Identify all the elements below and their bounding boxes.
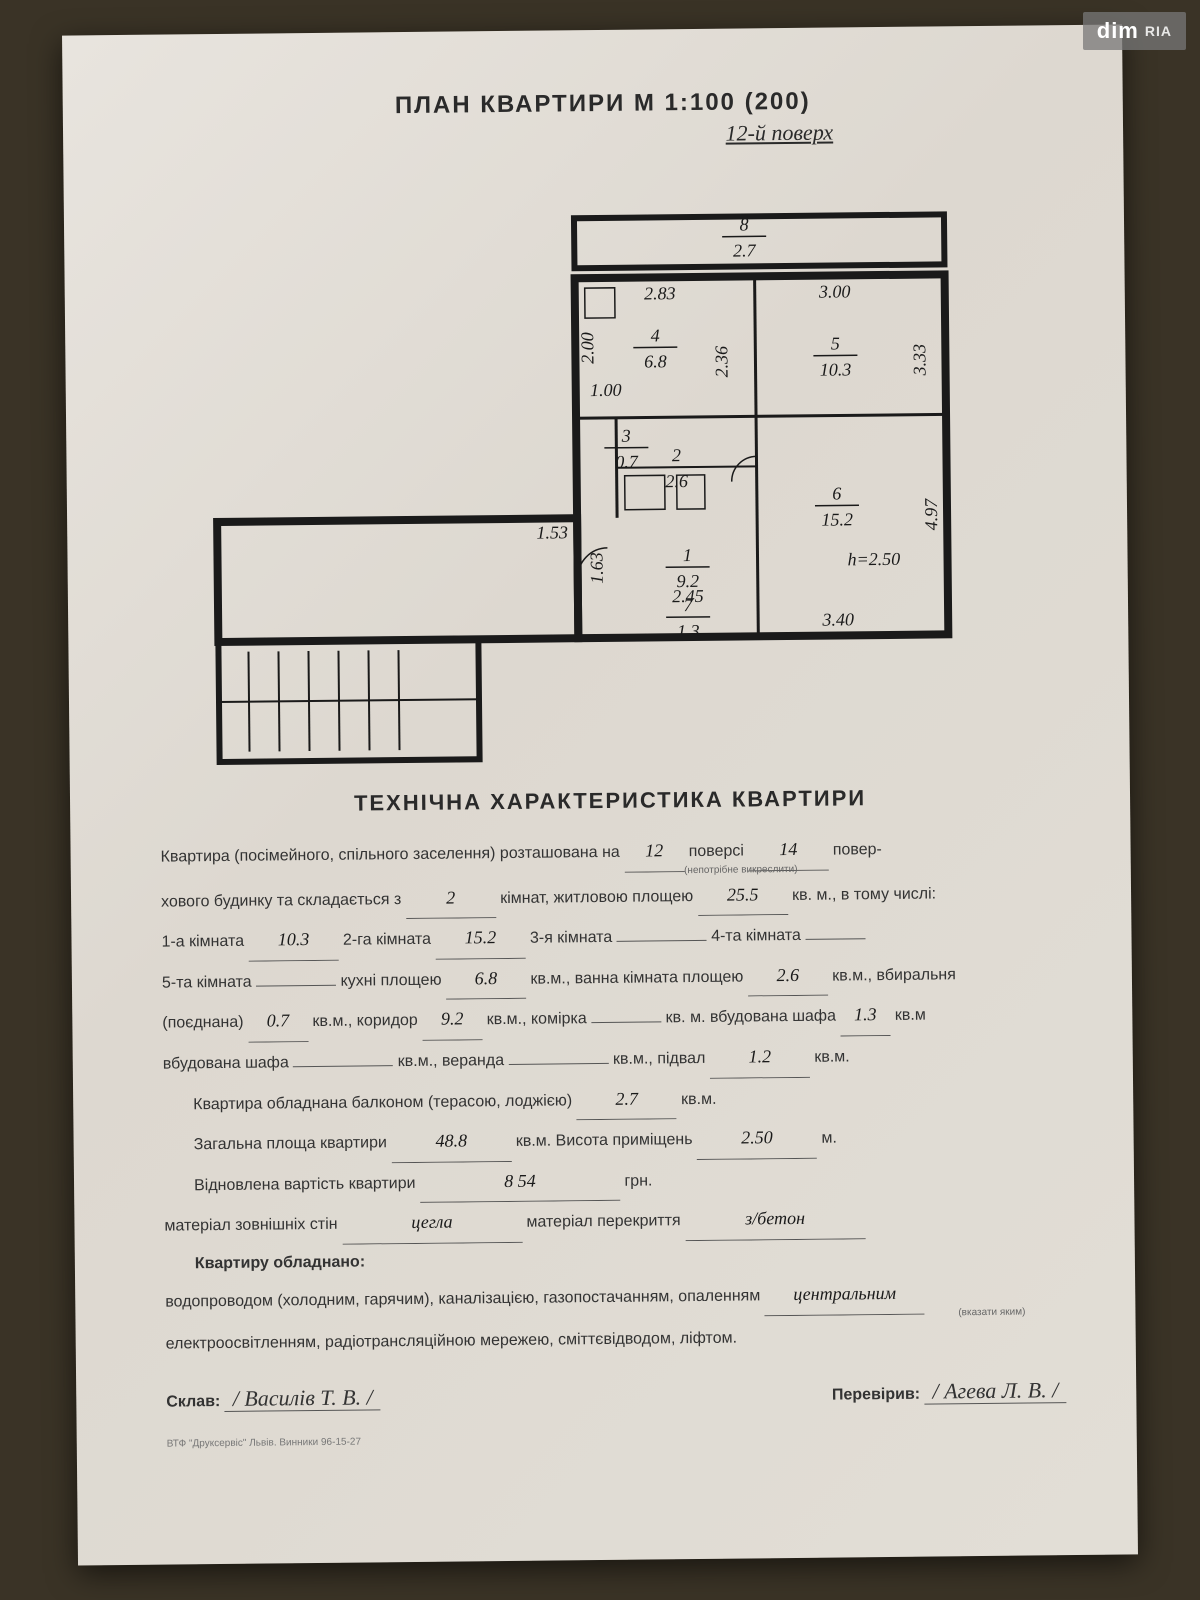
t: кв. м., в тому числі: [792,885,936,904]
fill-veranda [509,1063,609,1065]
section-title: ТЕХНІЧНА ХАРАКТЕРИСТИКА КВАРТИРИ [160,783,1060,818]
fill-bath: 2.6 [748,955,828,996]
t: кімнат, житловою площею [500,888,693,907]
svg-text:1.53: 1.53 [536,522,568,542]
fill-wc: 0.7 [248,1001,308,1042]
svg-text:5: 5 [831,333,840,353]
t: кв. м. вбудована шафа [666,1008,836,1027]
svg-text:3.00: 3.00 [818,281,851,301]
t: електроосвітленням, радіотрансляційною м… [166,1329,737,1352]
svg-text:2.7: 2.7 [733,240,757,260]
t: матеріал перекриття [526,1213,680,1232]
equip-title: Квартиру обладнано: [195,1253,365,1272]
t: 2-га кімната [343,931,431,949]
svg-text:1: 1 [683,545,692,565]
t: кв.м. [814,1048,850,1065]
document-paper: ПЛАН КВАРТИРИ М 1:100 (200) 12-й поверх [62,24,1138,1565]
fill-height: 2.50 [697,1118,817,1160]
checked-by: / Агева Л. В. / [924,1377,1066,1404]
checked-label: Перевірив: [832,1386,920,1404]
t: Квартира обладнана балконом (терасою, ло… [193,1092,572,1113]
fill-r3 [617,940,707,942]
signatures-row: Склав: / Василів Т. В. / Перевірив: / Аг… [166,1366,1066,1424]
fill-corr: 9.2 [422,1000,482,1041]
svg-text:2.36: 2.36 [711,346,731,378]
fill-pantry [591,1022,661,1024]
svg-text:4: 4 [651,325,660,345]
fill-total: 48.8 [391,1121,511,1163]
t: кухні площею [340,971,441,989]
watermark-brand: dim [1097,18,1139,44]
t: кв.м., веранда [398,1052,505,1070]
svg-text:2: 2 [672,445,681,465]
svg-text:6.8: 6.8 [644,351,667,371]
fill-rooms: 2 [406,878,496,920]
fill-floor: 12 [624,831,684,872]
svg-text:2.83: 2.83 [644,283,676,303]
t: кв.м., підвал [613,1050,706,1068]
fill-basement: 1.2 [710,1037,810,1079]
svg-text:1.00: 1.00 [590,380,622,400]
fill-kitchen: 6.8 [446,959,526,1000]
svg-text:6: 6 [832,483,841,503]
footer-print: ВТФ "Друксервіс" Львів. Винники 96-15-27 [167,1424,1067,1455]
svg-text:3.33: 3.33 [909,344,929,377]
t: Квартира (посімейного, спільного заселен… [161,844,620,866]
t: хового будинку та складається з [161,891,401,911]
t: 1-а кімната [161,933,244,951]
t: 5-та кімната [162,973,252,991]
t: 3-я кімната [530,929,613,947]
t: м. [821,1130,837,1147]
fill-walls: цегла [342,1202,522,1244]
fill-r2: 15.2 [435,918,525,960]
fill-closet2 [293,1065,393,1067]
fill-r1: 10.3 [248,920,338,962]
fill-r5 [256,985,336,987]
t: грн. [624,1172,652,1189]
t: кв.м [895,1007,926,1024]
svg-text:15.2: 15.2 [821,509,853,529]
svg-text:3: 3 [621,426,631,446]
compiled-label: Склав: [166,1393,220,1411]
t: кв.м., вбиральня [832,966,956,984]
fill-cost: 8 54 [420,1161,620,1204]
t: Відновлена вартість квартири [194,1175,416,1194]
svg-text:10.3: 10.3 [820,359,852,379]
svg-text:0.7: 0.7 [615,452,639,472]
t: водопроводом (холодним, гарячим), каналі… [165,1287,760,1310]
fill-closet: 1.3 [840,995,890,1036]
t: кв.м. Висота приміщень [516,1131,693,1150]
height-note: h=2.50 [847,549,900,570]
plan-title: ПЛАН КВАРТИРИ М 1:100 (200) [153,85,1053,122]
svg-text:1.3: 1.3 [677,621,700,641]
t: вбудована шафа [163,1054,289,1072]
fill-balcony: 2.7 [576,1079,676,1121]
svg-text:2.00: 2.00 [577,332,597,364]
fill-ceiling: з/бетон [685,1199,865,1241]
t: кв.м., комірка [487,1011,587,1029]
svg-text:4.97: 4.97 [921,498,941,531]
watermark-sub: RIA [1145,23,1172,39]
t: поверсі [689,842,744,860]
svg-text:2.45: 2.45 [672,586,704,606]
fill-living: 25.5 [697,875,787,917]
svg-text:2.6: 2.6 [665,471,688,491]
t: Загальна площа квартири [194,1134,387,1153]
floor-plan-diagram: 19.222.630.746.8510.3615.271.382.7 2.833… [153,143,1059,772]
svg-text:3.40: 3.40 [821,609,854,629]
svg-text:1.63: 1.63 [586,552,606,584]
t: матеріал зовнішніх стін [164,1216,337,1235]
t: повер- [833,841,882,859]
fill-r4 [805,938,865,940]
fill-heating: центральним [765,1274,925,1316]
t: 4-та кімната [711,927,801,945]
svg-text:8: 8 [739,214,748,234]
t: кв.м., коридор [312,1012,418,1030]
t: (поєднана) [162,1014,243,1032]
form-body: Квартира (посімейного, спільного заселен… [160,827,1066,1456]
compiled-by: / Василів Т. В. / [225,1384,381,1412]
watermark-badge: dim RIA [1083,12,1186,50]
t: кв.м., ванна кімната площею [530,968,743,987]
t: кв.м. [681,1090,717,1107]
